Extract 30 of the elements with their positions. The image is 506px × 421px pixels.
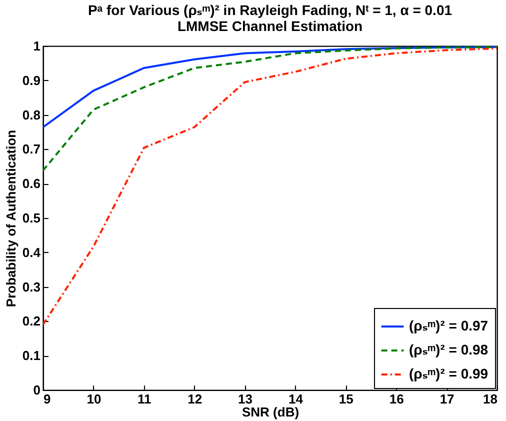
x-tick-label: 9 [44,392,51,406]
chart-title: Pᵃ for Various (ρₛᵐ)² in Rayleigh Fading, Nᵗ = 1, α = 0.01 [88,2,452,18]
y-tick-label: 0.9 [22,72,40,88]
y-tick-label: 0.6 [22,176,40,192]
y-axis-title: Probability of Authentication [3,130,18,308]
y-tick-label: 0.3 [22,279,40,294]
x-tick-label: 12 [188,392,202,406]
y-tick-label: 0.4 [22,244,42,260]
legend-label: (ρₛᵐ)² = 0.98 [409,342,488,358]
line-series [43,46,497,128]
chart-subtitle: LMMSE Channel Estimation [177,18,363,34]
x-tick-label: 14 [288,392,304,406]
y-tick-label: 0.2 [22,314,40,329]
y-tick-label: 0.1 [22,348,40,364]
legend-label: (ρₛᵐ)² = 0.97 [409,318,488,334]
x-tick-label: 11 [138,392,152,406]
legend-label: (ρₛᵐ)² = 0.99 [409,366,488,382]
line-series [43,46,497,172]
x-tick-label: 15 [338,392,354,406]
x-tick-label: 17 [440,392,454,406]
x-tick-label: 18 [483,392,498,406]
y-tick-label: 0.5 [22,210,40,226]
y-tick-label: 0.7 [22,142,40,157]
x-tick-label: 13 [238,392,253,406]
y-tick-label: 0 [33,382,40,398]
x-tick-label: 10 [86,392,102,406]
x-axis-title: SNR (dB) [242,404,300,420]
y-tick-label: 1 [33,38,40,54]
x-tick-label: 16 [389,392,404,406]
y-tick-label: 0.8 [22,107,40,122]
